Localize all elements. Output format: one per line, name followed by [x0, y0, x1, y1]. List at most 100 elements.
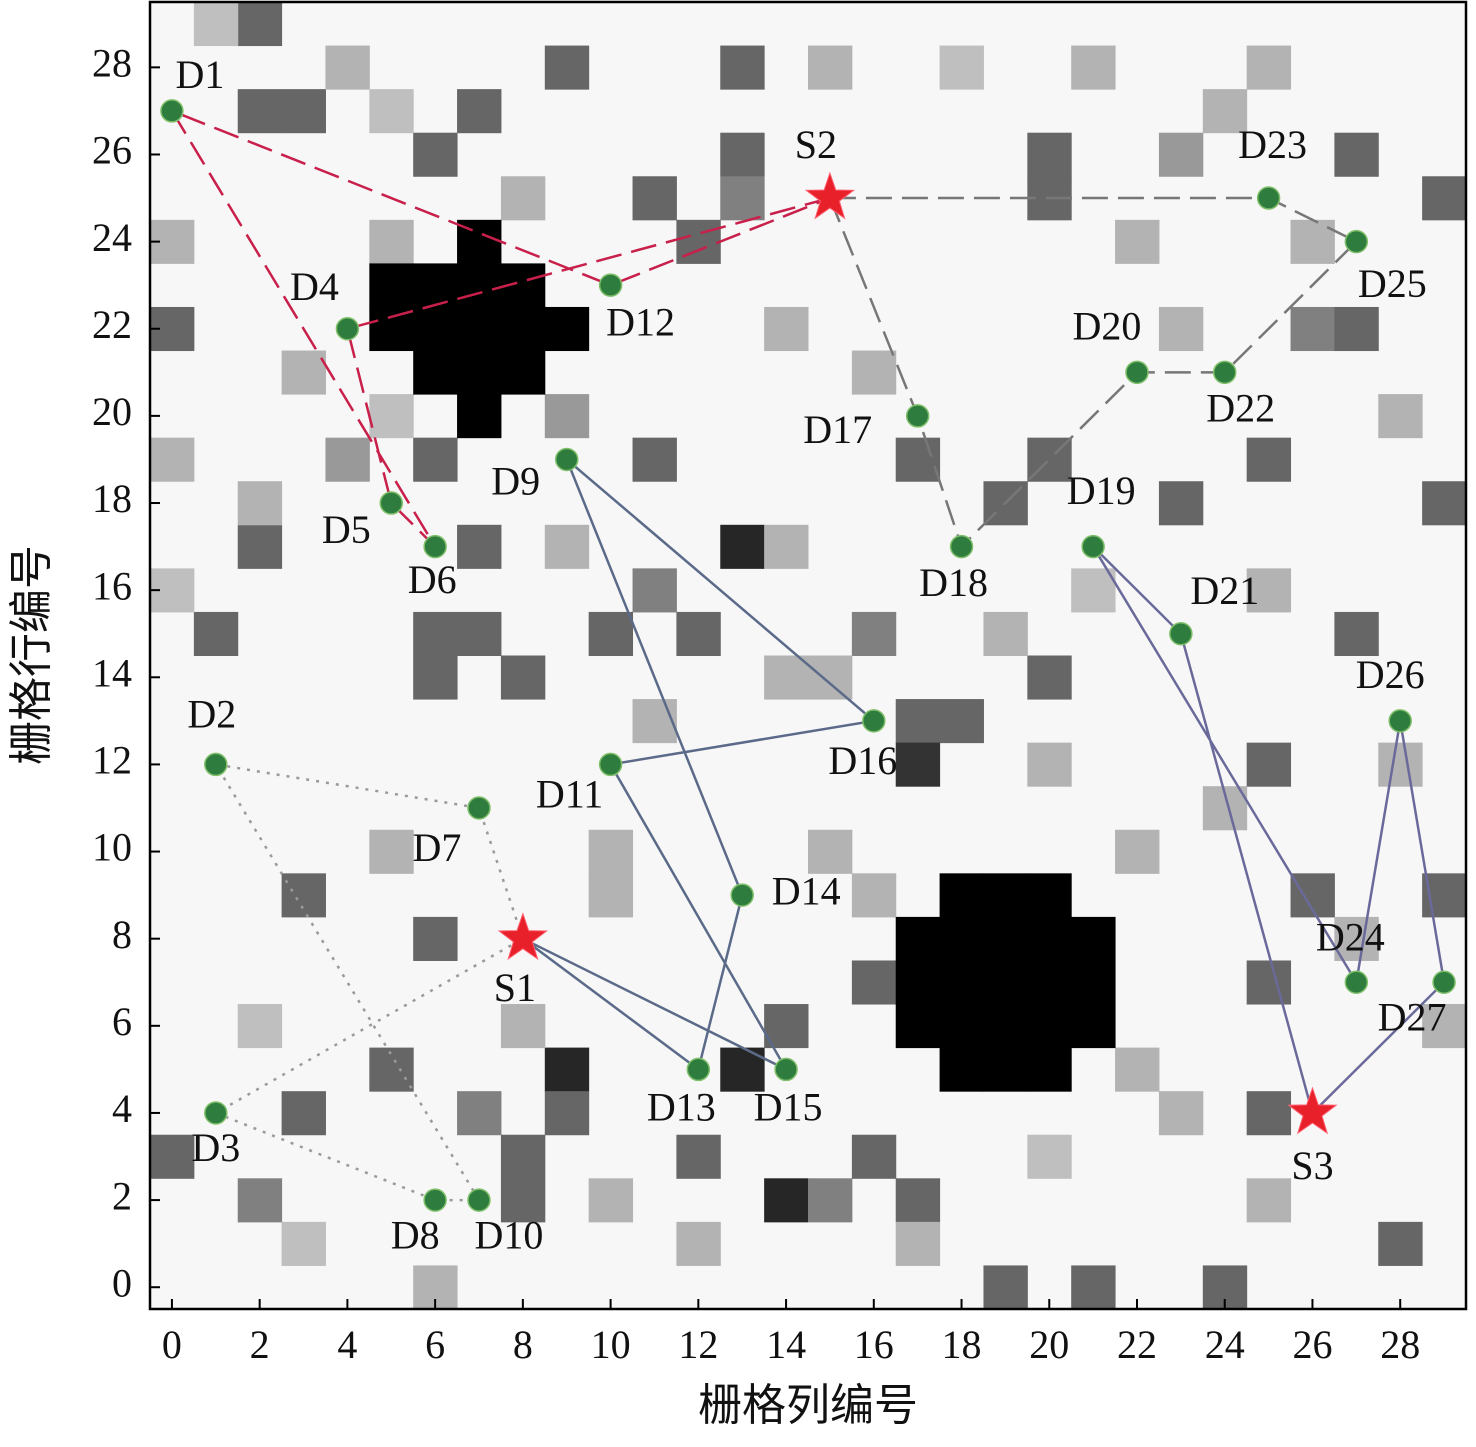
x-tick-label: 22: [1117, 1322, 1157, 1367]
plot-frame: [148, 0, 1468, 1311]
point-label: D16: [828, 738, 897, 783]
grid-cell: [1422, 481, 1467, 526]
demand-point: [379, 491, 404, 515]
route: [522, 458, 877, 1073]
demand-point: [160, 99, 184, 123]
x-axis-title: 栅格列编号: [698, 1381, 918, 1430]
grid-cell: [676, 611, 721, 656]
grid-cell: [1246, 45, 1292, 90]
x-tick-label: 8: [513, 1322, 533, 1367]
grid-cell: [939, 699, 984, 744]
depot: [1287, 1086, 1338, 1135]
grid-cell: [895, 699, 941, 744]
demand-point: [204, 1101, 228, 1125]
depot: [497, 912, 549, 961]
grid-cell: [1246, 1091, 1292, 1136]
x-tick-label: 16: [854, 1322, 894, 1367]
grid-cell: [1246, 1178, 1292, 1223]
grid-cell: [632, 437, 677, 482]
point-label: D17: [803, 407, 872, 452]
demand-point: [204, 752, 228, 777]
grid-cell: [983, 1265, 1028, 1310]
grid-cell: [237, 1004, 283, 1049]
obstacle-cell: [1071, 1004, 1116, 1049]
grid-cell: [193, 611, 239, 656]
grid-cell: [1158, 1091, 1204, 1136]
grid-cell: [1334, 306, 1379, 352]
grid-cell: [1158, 481, 1204, 526]
x-tick-label: 28: [1380, 1322, 1420, 1367]
grid-cell: [413, 611, 458, 656]
grid-cell: [895, 742, 941, 787]
grid-cell: [808, 1178, 853, 1223]
point-label: D12: [606, 299, 675, 344]
grid-cell: [808, 829, 853, 874]
grid-cell: [413, 437, 458, 482]
demand-point: [467, 796, 491, 820]
grid-cell: [369, 89, 414, 134]
y-tick-label: 14: [92, 650, 132, 695]
obstacle-cell: [1071, 916, 1116, 961]
grid-cell: [720, 45, 765, 90]
grid-cell: [851, 960, 897, 1005]
grid-cell: [281, 873, 326, 918]
grid-cell: [1027, 1134, 1072, 1179]
grid-cell: [1115, 829, 1160, 874]
y-tick-label: 26: [92, 128, 132, 173]
x-tick-label: 14: [766, 1322, 806, 1367]
point-label: D19: [1067, 468, 1136, 513]
grid-cell: [457, 1091, 502, 1136]
grid-cell: [1334, 916, 1379, 961]
grid-cell: [1071, 45, 1116, 90]
point-label: D10: [475, 1212, 544, 1257]
point-label: D24: [1316, 914, 1385, 959]
grid-cell: [764, 1178, 809, 1223]
x-tick-label: 26: [1292, 1322, 1332, 1367]
obstacle-cell: [500, 306, 546, 352]
grid-cell: [150, 1134, 195, 1179]
obstacle-cell: [939, 873, 984, 918]
point-label: D7: [413, 825, 462, 870]
demand-point: [1169, 621, 1193, 646]
point-label: D27: [1378, 994, 1447, 1039]
point-label: D22: [1206, 385, 1275, 430]
grid-cell: [544, 394, 590, 439]
grid-cell: [632, 176, 677, 221]
y-tick-label: 12: [92, 738, 132, 783]
point-label: D20: [1073, 303, 1142, 348]
grid-cell: [500, 176, 546, 221]
grid-cell: [369, 1047, 414, 1092]
grid-cell: [500, 1134, 546, 1179]
x-tick-label: 10: [591, 1322, 631, 1367]
grid-cell: [720, 132, 765, 177]
obstacle-cell: [369, 263, 414, 308]
grid-cell: [237, 524, 283, 569]
grid-cell: [676, 1134, 721, 1179]
point-label: D2: [187, 692, 236, 737]
y-tick-label: 0: [112, 1260, 132, 1305]
grid-cell: [851, 611, 897, 656]
x-tick-label: 18: [942, 1322, 982, 1367]
demand-point: [1081, 534, 1105, 559]
point-label: D9: [491, 459, 540, 504]
grid-cell: [588, 1178, 634, 1223]
obstacle-cell: [457, 306, 502, 352]
grid-cell: [632, 699, 677, 744]
grid-cell: [895, 1221, 941, 1266]
grid-cell: [1027, 132, 1072, 177]
demand-point: [335, 317, 360, 341]
depot-label: S3: [1291, 1143, 1333, 1188]
grid-cell: [544, 45, 590, 90]
obstacle-cell: [983, 960, 1028, 1005]
obstacle-cell: [544, 306, 590, 352]
grid-cell: [588, 611, 634, 656]
grid-cell: [325, 45, 370, 90]
demand-point: [1256, 186, 1281, 210]
grid-cell: [369, 219, 414, 264]
demand-point: [730, 883, 754, 907]
grid-cell: [851, 350, 897, 395]
grid-cell: [808, 45, 853, 90]
grid-cell: [457, 89, 502, 134]
grid-cell: [895, 1178, 941, 1223]
